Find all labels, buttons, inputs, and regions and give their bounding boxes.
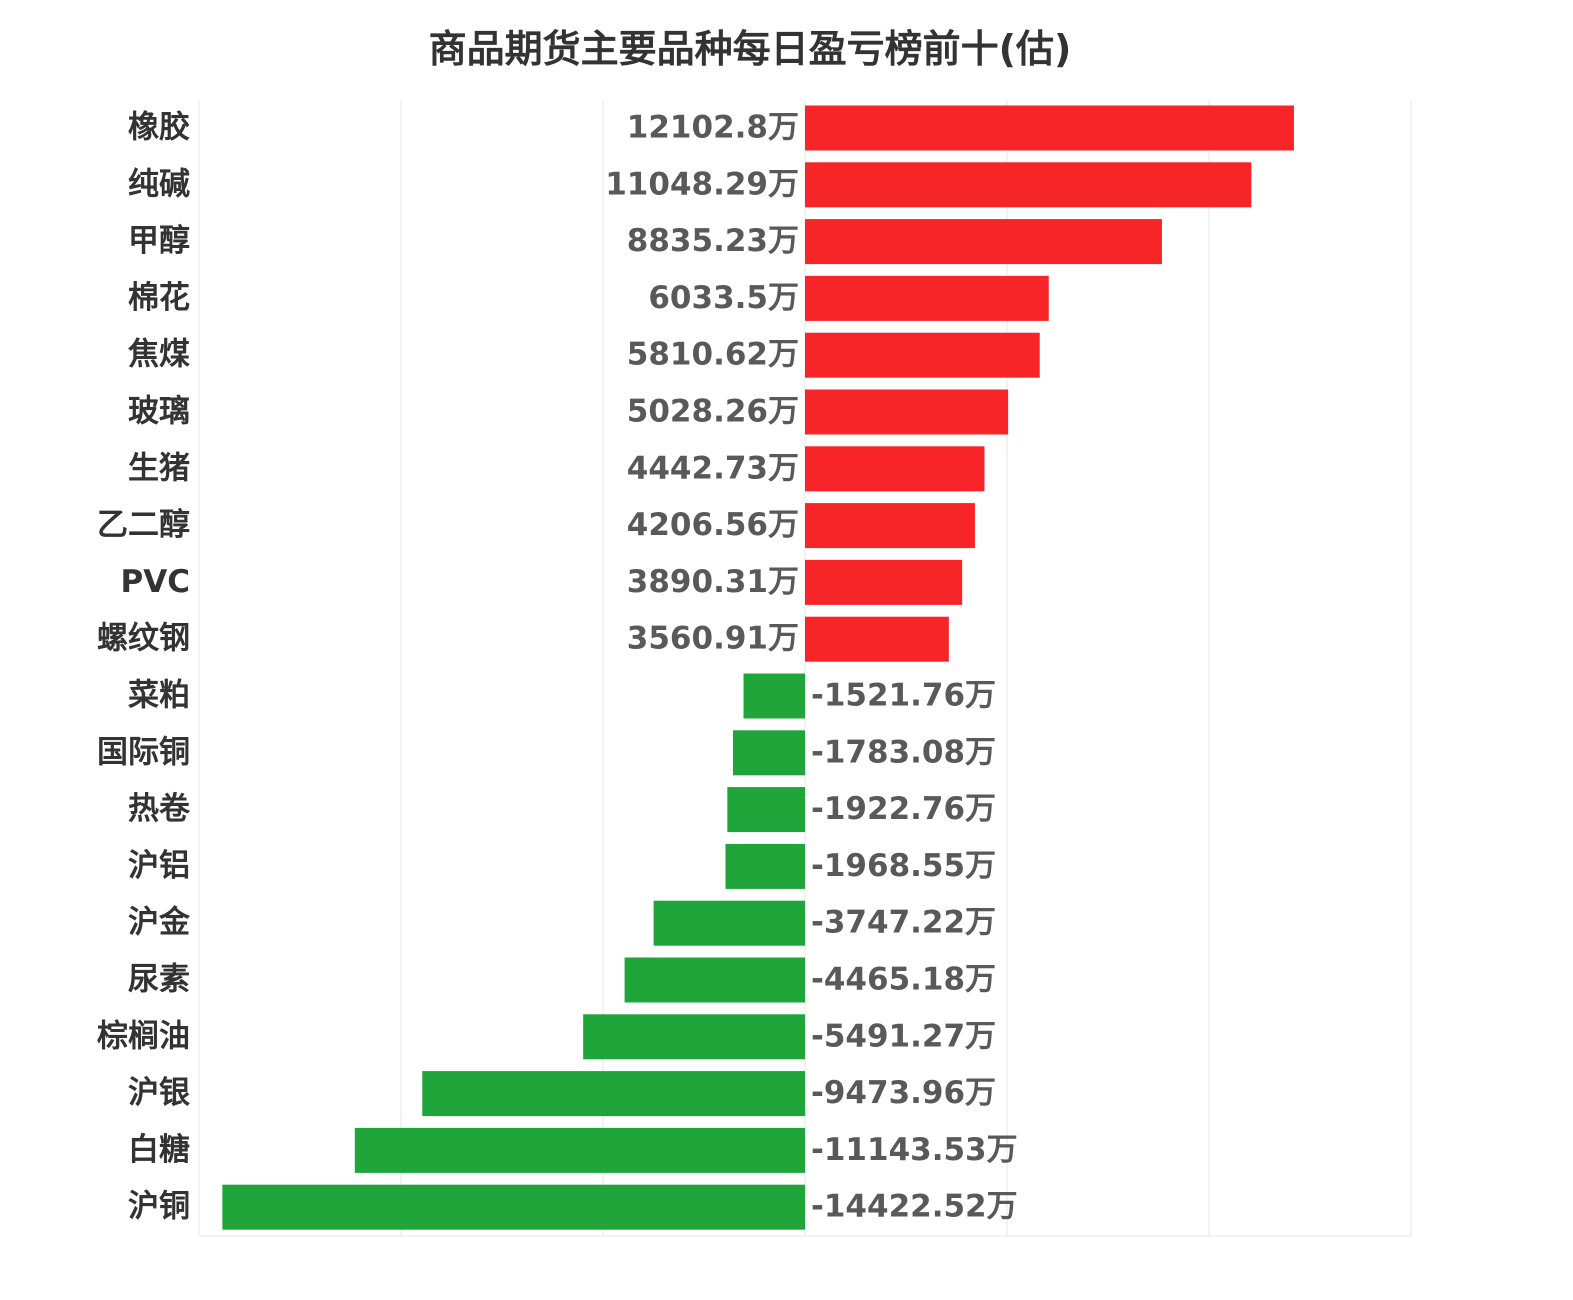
grid-lines — [198, 100, 1412, 1237]
value-label: -1521.76万 — [811, 678, 996, 714]
category-label: 尿素 — [128, 962, 190, 998]
value-label: -1922.76万 — [811, 791, 996, 827]
value-label: 5810.62万 — [627, 337, 799, 373]
value-label: -1783.08万 — [811, 734, 996, 770]
category-label: 沪铜 — [128, 1189, 190, 1225]
value-label: 3560.91万 — [627, 621, 799, 657]
value-label: 5028.26万 — [627, 394, 799, 430]
value-label: -4465.18万 — [811, 962, 996, 998]
bar — [805, 389, 1009, 435]
bar — [805, 446, 985, 492]
bar — [805, 275, 1049, 321]
bar — [725, 843, 805, 889]
bar — [805, 332, 1040, 378]
value-label: 3890.31万 — [627, 564, 799, 600]
category-label: 菜粕 — [128, 678, 190, 714]
value-label: -11143.53万 — [811, 1132, 1018, 1168]
category-label: 棕榈油 — [97, 1018, 190, 1054]
bar — [222, 1184, 805, 1230]
value-label: 11048.29万 — [605, 166, 799, 202]
category-label: 甲醇 — [128, 223, 190, 259]
bar — [583, 1014, 805, 1060]
category-label: 白糖 — [128, 1132, 190, 1168]
value-label: -1968.55万 — [811, 848, 996, 884]
value-label: -5491.27万 — [811, 1018, 996, 1054]
bars — [222, 105, 1294, 1230]
value-labels: 12102.8万 11048.29万 8835.23万 6033.5万 5810.62万… — [605, 110, 1017, 1225]
chart-title: 商品期货主要品种每日盈亏榜前十(估) — [428, 27, 1072, 71]
value-label: -14422.52万 — [811, 1189, 1018, 1225]
bar — [354, 1127, 805, 1173]
value-label: 12102.8万 — [627, 110, 799, 146]
category-label: 沪金 — [128, 905, 191, 941]
category-label: 玻璃 — [128, 394, 190, 430]
category-label: 沪银 — [128, 1075, 190, 1111]
category-label: 棉花 — [128, 280, 190, 316]
category-label: 乙二醇 — [97, 507, 190, 543]
bar — [805, 616, 949, 662]
bar — [805, 559, 963, 605]
bar — [805, 503, 975, 549]
category-label: 国际铜 — [97, 734, 190, 770]
category-label: 焦煤 — [128, 337, 190, 373]
category-label: 沪铝 — [128, 848, 190, 884]
bar — [624, 957, 805, 1003]
value-label: 8835.23万 — [627, 223, 799, 259]
category-label: 螺纹钢 — [97, 621, 190, 657]
category-label: 纯碱 — [128, 166, 190, 202]
bar — [732, 730, 805, 776]
category-label: PVC — [121, 564, 190, 600]
category-label: 生猪 — [128, 450, 190, 486]
bar — [805, 219, 1162, 265]
category-label: 热卷 — [128, 791, 191, 827]
bar — [727, 787, 805, 833]
category-label: 橡胶 — [128, 110, 190, 146]
bar — [653, 900, 805, 946]
value-label: 4206.56万 — [627, 507, 799, 543]
bar — [743, 673, 805, 719]
value-label: 6033.5万 — [648, 280, 799, 316]
bar — [805, 105, 1294, 151]
bar — [422, 1071, 805, 1117]
value-label: -3747.22万 — [811, 905, 996, 941]
bar — [805, 162, 1252, 208]
value-label: 4442.73万 — [627, 450, 799, 486]
value-label: -9473.96万 — [811, 1075, 996, 1111]
